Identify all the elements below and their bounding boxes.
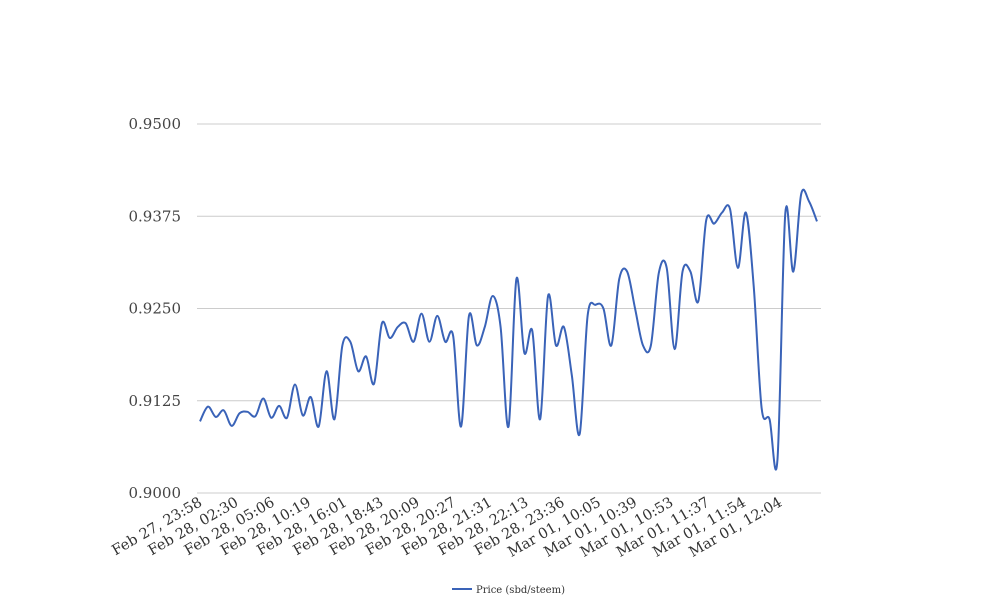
y-tick-label: 0.9250 — [129, 300, 182, 318]
y-axis: 0.9000 0.9125 0.9250 0.9375 0.9500 — [129, 115, 182, 502]
y-tick-label: 0.9000 — [129, 484, 182, 502]
legend-label: Price (sbd/steem) — [476, 585, 565, 596]
series-group — [199, 188, 818, 471]
series-line-price — [199, 188, 818, 471]
legend: Price (sbd/steem) — [452, 585, 565, 596]
y-tick-label: 0.9500 — [129, 115, 182, 133]
gridlines — [197, 123, 821, 494]
y-tick-label: 0.9125 — [129, 392, 182, 410]
y-tick-label: 0.9375 — [129, 207, 182, 225]
